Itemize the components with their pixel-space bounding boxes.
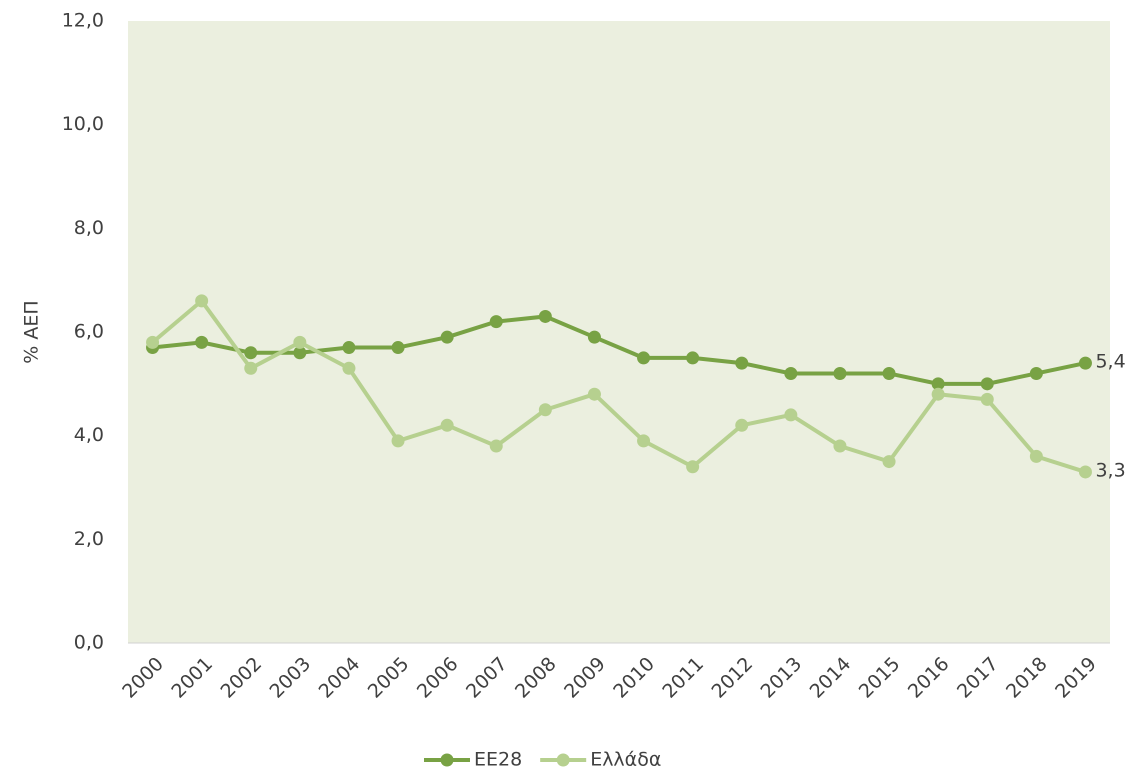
x-tick-label: 2009 (560, 653, 610, 703)
y-tick-label: 6,0 (74, 321, 104, 343)
data-point (489, 439, 503, 453)
data-label: 3,3 (1095, 459, 1125, 481)
data-label: 5,4 (1095, 351, 1125, 373)
y-tick-label: 2,0 (74, 528, 104, 550)
x-tick-label: 2016 (904, 653, 954, 703)
data-point (637, 351, 651, 365)
y-tick-label: 12,0 (62, 10, 104, 32)
y-tick-label: 8,0 (74, 217, 104, 239)
data-point (1029, 366, 1043, 380)
data-point (244, 346, 258, 360)
data-point (882, 455, 896, 469)
data-point (195, 335, 209, 349)
x-tick-label: 2019 (1051, 653, 1101, 703)
data-point (686, 460, 700, 474)
data-point (293, 335, 307, 349)
x-tick-label: 2007 (462, 653, 512, 703)
x-tick-label: 2017 (953, 653, 1003, 703)
data-point (882, 366, 896, 380)
data-point (538, 309, 552, 323)
data-point (1078, 465, 1092, 479)
data-point (784, 366, 798, 380)
data-point (391, 434, 405, 448)
x-tick-label: 2013 (757, 653, 807, 703)
legend-label: ΕΕ28 (474, 749, 522, 771)
legend-label: Ελλάδα (590, 749, 661, 771)
x-tick-label: 2006 (413, 653, 463, 703)
series-line (152, 314, 1086, 386)
x-tick-label: 2012 (707, 653, 757, 703)
data-point (735, 418, 749, 432)
x-tick-label: 2000 (118, 653, 168, 703)
data-point (244, 361, 258, 375)
data-point (146, 335, 160, 349)
data-point (440, 418, 454, 432)
legend-marker (440, 753, 454, 767)
data-point (1078, 356, 1092, 370)
x-tick-label: 2015 (855, 653, 905, 703)
data-point (195, 294, 209, 308)
data-point (931, 377, 945, 391)
data-point (538, 403, 552, 417)
x-tick-label: 2004 (315, 653, 365, 703)
data-point (391, 341, 405, 355)
data-point (931, 387, 945, 401)
y-tick-label: 10,0 (62, 113, 104, 135)
data-point (833, 366, 847, 380)
x-tick-label: 2018 (1002, 653, 1052, 703)
data-point (637, 434, 651, 448)
y-axis-label: % ΑΕΠ (21, 300, 43, 363)
y-tick-label: 0,0 (74, 632, 104, 654)
data-point (293, 346, 307, 360)
data-point (342, 341, 356, 355)
data-point (342, 361, 356, 375)
series-line (151, 297, 1087, 474)
x-tick-label: 2014 (806, 653, 856, 703)
data-point (686, 351, 700, 365)
plot-area (128, 21, 1110, 643)
data-point (784, 408, 798, 422)
data-point (587, 330, 601, 344)
x-tick-label: 2011 (658, 653, 708, 703)
data-point (489, 315, 503, 329)
data-point (980, 392, 994, 406)
x-tick-label: 2001 (167, 653, 217, 703)
y-tick-label: 4,0 (74, 424, 104, 446)
data-point (980, 377, 994, 391)
legend-marker (556, 753, 570, 767)
x-tick-label: 2010 (609, 653, 659, 703)
data-point (735, 356, 749, 370)
x-tick-label: 2003 (266, 653, 316, 703)
data-point (587, 387, 601, 401)
x-tick-label: 2002 (216, 653, 266, 703)
data-point (1029, 449, 1043, 463)
data-point (440, 330, 454, 344)
x-tick-label: 2005 (364, 653, 414, 703)
data-point (833, 439, 847, 453)
x-tick-label: 2008 (511, 653, 561, 703)
